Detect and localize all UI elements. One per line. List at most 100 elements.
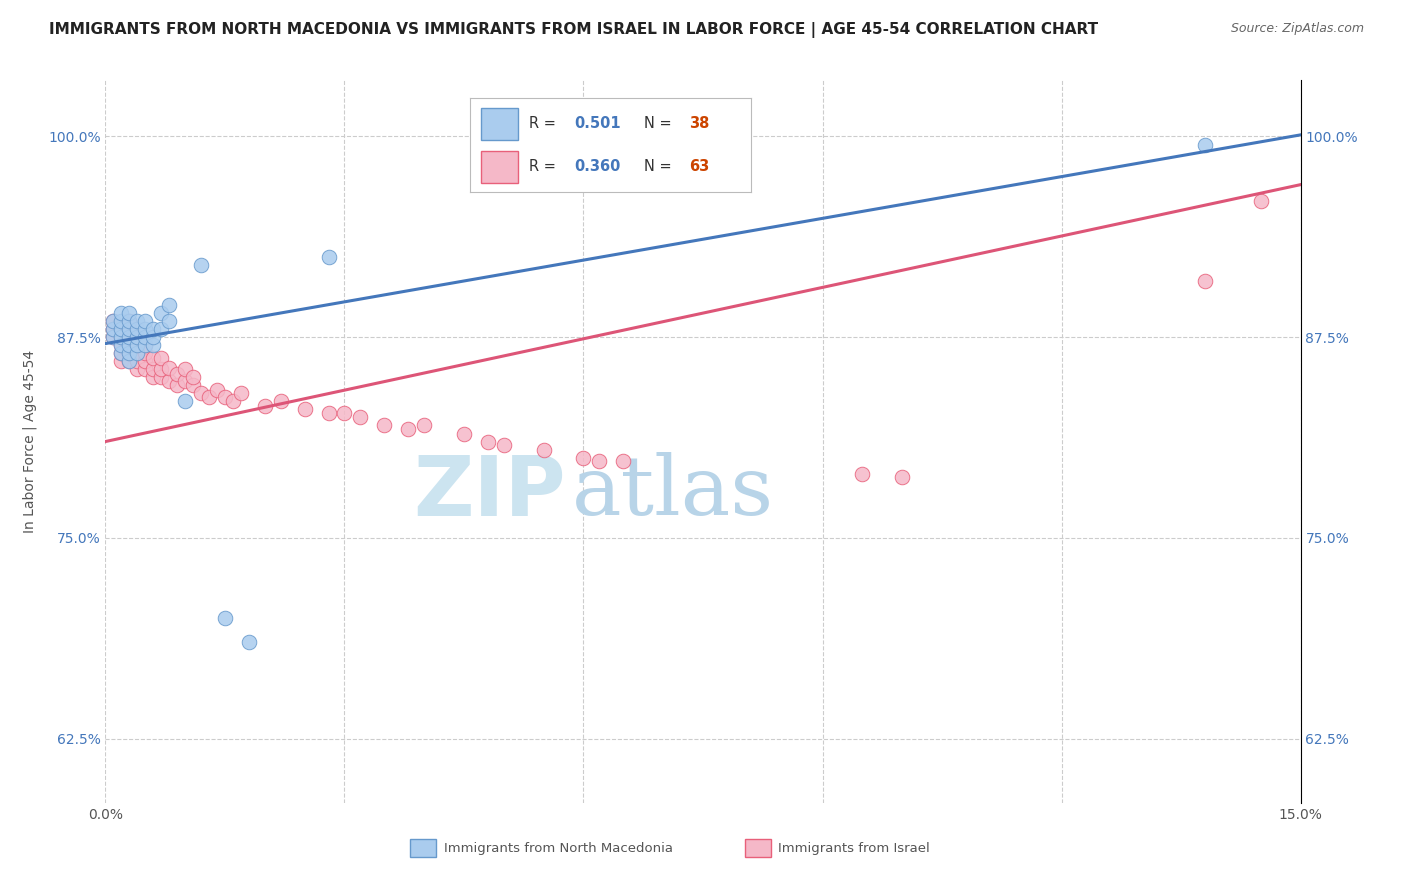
Point bbox=[110, 306, 132, 320]
Text: Immigrants from Israel: Immigrants from Israel bbox=[779, 842, 929, 855]
Point bbox=[127, 322, 149, 336]
Point bbox=[127, 346, 149, 360]
FancyBboxPatch shape bbox=[745, 838, 770, 857]
Point bbox=[612, 454, 634, 468]
Point bbox=[134, 338, 156, 352]
Point bbox=[110, 346, 132, 360]
Point bbox=[238, 635, 260, 649]
Point bbox=[118, 314, 141, 328]
Point bbox=[477, 434, 499, 449]
Point bbox=[134, 330, 156, 344]
Point bbox=[166, 378, 188, 392]
Point bbox=[134, 314, 156, 328]
Point bbox=[174, 362, 197, 376]
Point bbox=[572, 450, 595, 465]
Point bbox=[103, 314, 125, 328]
Point bbox=[1250, 194, 1272, 208]
Point bbox=[118, 314, 141, 328]
Point bbox=[110, 338, 132, 352]
Text: atlas: atlas bbox=[571, 452, 773, 533]
Point bbox=[118, 322, 141, 336]
Point bbox=[453, 426, 475, 441]
Point bbox=[150, 322, 173, 336]
Point bbox=[294, 402, 316, 417]
Point bbox=[157, 298, 180, 312]
Point bbox=[118, 306, 141, 320]
Point bbox=[270, 394, 292, 409]
Point bbox=[127, 314, 149, 328]
Point bbox=[205, 383, 228, 397]
Point bbox=[318, 406, 340, 420]
Point bbox=[134, 346, 156, 360]
Point bbox=[181, 378, 204, 392]
Point bbox=[118, 330, 141, 344]
Point bbox=[134, 322, 156, 336]
Point bbox=[118, 354, 141, 368]
Point bbox=[1194, 137, 1216, 152]
Point bbox=[253, 399, 276, 413]
Point bbox=[492, 438, 515, 452]
Point bbox=[110, 322, 132, 336]
Point bbox=[118, 338, 141, 352]
Point bbox=[110, 354, 132, 368]
Point bbox=[150, 362, 173, 376]
Point bbox=[118, 330, 141, 344]
Point bbox=[103, 322, 125, 336]
Point bbox=[134, 354, 156, 368]
Text: ZIP: ZIP bbox=[413, 451, 565, 533]
Point bbox=[851, 467, 873, 481]
Point bbox=[150, 370, 173, 384]
Point bbox=[127, 338, 149, 352]
Point bbox=[142, 330, 165, 344]
Point bbox=[190, 386, 212, 401]
Point bbox=[127, 330, 149, 344]
Point bbox=[142, 322, 165, 336]
Point bbox=[157, 374, 180, 388]
Point bbox=[142, 362, 165, 376]
Point bbox=[142, 370, 165, 384]
Point bbox=[229, 386, 252, 401]
Point bbox=[349, 410, 371, 425]
Point bbox=[150, 306, 173, 320]
Point bbox=[110, 346, 132, 360]
Point bbox=[103, 330, 125, 344]
Point bbox=[134, 362, 156, 376]
Point bbox=[127, 354, 149, 368]
Point bbox=[118, 346, 141, 360]
Point bbox=[1194, 274, 1216, 288]
Point bbox=[127, 330, 149, 344]
Point bbox=[318, 250, 340, 264]
Point bbox=[396, 422, 419, 436]
Point bbox=[127, 362, 149, 376]
Point bbox=[103, 330, 125, 344]
FancyBboxPatch shape bbox=[411, 838, 436, 857]
Point bbox=[110, 330, 132, 344]
Point bbox=[127, 346, 149, 360]
Point bbox=[333, 406, 356, 420]
Text: IMMIGRANTS FROM NORTH MACEDONIA VS IMMIGRANTS FROM ISRAEL IN LABOR FORCE | AGE 4: IMMIGRANTS FROM NORTH MACEDONIA VS IMMIG… bbox=[49, 22, 1098, 38]
Point bbox=[142, 338, 165, 352]
Point bbox=[142, 351, 165, 365]
Point bbox=[891, 470, 914, 484]
Point bbox=[103, 314, 125, 328]
Point bbox=[110, 330, 132, 344]
Point bbox=[157, 360, 180, 375]
Point bbox=[110, 338, 132, 352]
Point bbox=[110, 318, 132, 333]
Point bbox=[413, 418, 436, 433]
Point bbox=[166, 367, 188, 381]
Y-axis label: In Labor Force | Age 45-54: In Labor Force | Age 45-54 bbox=[22, 350, 37, 533]
Point bbox=[118, 354, 141, 368]
Point bbox=[118, 322, 141, 336]
Point bbox=[533, 442, 555, 457]
Point bbox=[198, 390, 221, 404]
Text: Source: ZipAtlas.com: Source: ZipAtlas.com bbox=[1230, 22, 1364, 36]
Point bbox=[157, 314, 180, 328]
Point bbox=[110, 314, 132, 328]
Point bbox=[150, 351, 173, 365]
Point bbox=[190, 258, 212, 272]
Point bbox=[174, 374, 197, 388]
Text: Immigrants from North Macedonia: Immigrants from North Macedonia bbox=[444, 842, 672, 855]
Point bbox=[373, 418, 395, 433]
Point bbox=[103, 322, 125, 336]
